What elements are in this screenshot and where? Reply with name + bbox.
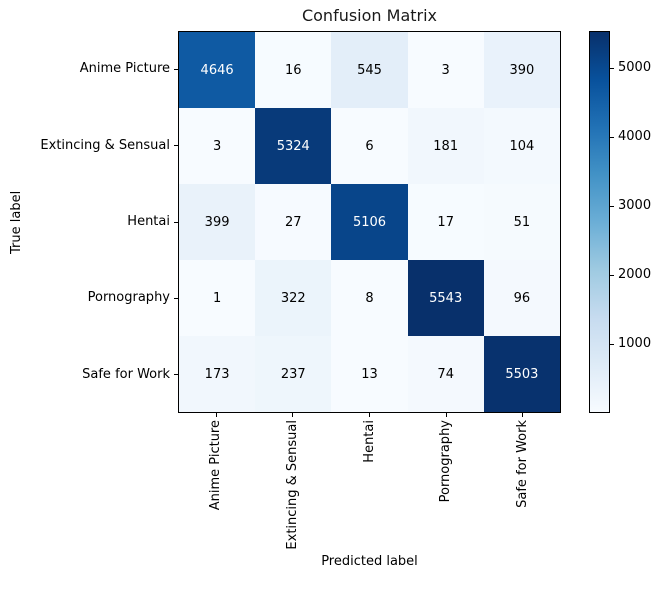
colorbar-tick-mark <box>610 205 614 207</box>
matrix-cell: 16 <box>255 32 332 108</box>
matrix-cell: 8 <box>331 260 408 336</box>
x-tick-mark <box>369 413 370 417</box>
matrix-cell: 5106 <box>331 184 408 260</box>
colorbar-tick-mark <box>610 67 614 69</box>
matrix-cell: 237 <box>255 336 332 412</box>
x-tick-label: Extincing & Sensual <box>284 420 300 550</box>
x-tick-label: Pornography <box>438 420 454 503</box>
colorbar <box>589 31 610 413</box>
x-tick-mark <box>292 413 294 417</box>
matrix-cell: 390 <box>483 32 560 108</box>
matrix-cell: 104 <box>483 108 560 184</box>
colorbar-tick-label: 5000 <box>618 60 652 76</box>
y-tick-label: Pornography <box>87 290 170 306</box>
matrix-cell: 4646 <box>179 32 256 108</box>
colorbar-tick-label: 3000 <box>618 198 652 214</box>
matrix-cell: 13 <box>331 336 408 412</box>
matrix-cell: 3 <box>179 108 256 184</box>
matrix-cell: 3 <box>407 32 484 108</box>
colorbar-tick-mark <box>610 274 614 276</box>
chart-title: Confusion Matrix <box>301 6 438 25</box>
matrix-cell: 17 <box>407 184 484 260</box>
x-tick-label: Anime Picture <box>208 420 224 511</box>
x-tick-mark <box>522 413 524 417</box>
y-tick-label: Hentai <box>127 214 170 229</box>
colorbar-tick-mark <box>610 136 614 138</box>
matrix-cell: 96 <box>483 260 560 336</box>
colorbar-tick-mark <box>610 343 614 345</box>
y-tick-mark <box>174 68 178 70</box>
y-tick-label: Extincing & Sensual <box>40 137 170 153</box>
x-axis-title: Predicted label <box>321 554 418 569</box>
matrix-cell: 5503 <box>483 336 560 412</box>
matrix-cell: 74 <box>407 336 484 412</box>
matrix-cell: 27 <box>255 184 332 260</box>
colorbar-tick-label: 2000 <box>618 267 652 283</box>
matrix-cell: 5543 <box>407 260 484 336</box>
matrix-cell: 181 <box>407 108 484 184</box>
y-tick-label: Safe for Work <box>82 366 170 382</box>
heatmap-grid: 4646 16 545 3 390 3 5324 6 181 104 399 27 5106 17 51 1 3… <box>178 31 561 413</box>
y-tick-mark <box>174 297 178 299</box>
matrix-cell: 51 <box>483 184 560 260</box>
colorbar-tick-label: 1000 <box>618 336 652 352</box>
matrix-cell: 399 <box>179 184 256 260</box>
y-tick-mark <box>174 374 178 376</box>
x-tick-mark <box>445 413 447 417</box>
y-tick-mark <box>174 145 178 147</box>
matrix-cell: 322 <box>255 260 332 336</box>
matrix-cell: 173 <box>179 336 256 412</box>
x-tick-mark <box>215 413 217 417</box>
colorbar-tick-label: 4000 <box>618 129 652 145</box>
y-tick-mark <box>174 221 178 223</box>
matrix-cell: 6 <box>331 108 408 184</box>
x-tick-label: Hentai <box>361 420 377 463</box>
matrix-cell: 5324 <box>255 108 332 184</box>
matrix-cell: 1 <box>179 260 256 336</box>
x-tick-label: Safe for Work <box>514 420 530 508</box>
y-tick-label: Anime Picture <box>79 61 170 77</box>
matrix-cell: 545 <box>331 32 408 108</box>
